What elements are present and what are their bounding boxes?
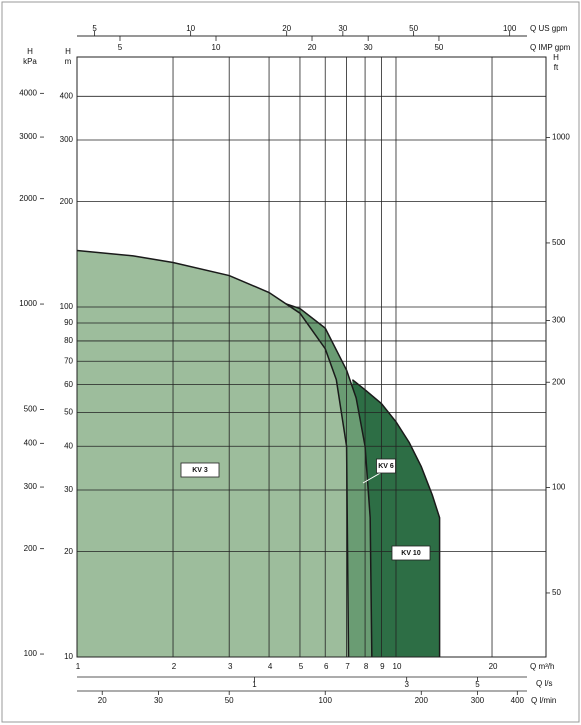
y-tick-label: 200	[60, 197, 74, 206]
tick-label: 50	[409, 24, 418, 33]
series-label: KV 3	[192, 467, 208, 474]
y-tick-label: 70	[64, 356, 73, 365]
tick-label: 500	[24, 405, 38, 414]
tick-label: 300	[471, 696, 485, 705]
tick-label: 100	[319, 696, 333, 705]
curve	[76, 249, 350, 658]
y-axis-title: H	[65, 47, 71, 56]
y-tick-label: 400	[60, 91, 74, 100]
y-tick-label: 50	[64, 407, 73, 416]
axis-title: Q IMP gpm	[530, 43, 571, 52]
tick-label: 100	[503, 24, 517, 33]
tick-label: 300	[24, 482, 38, 491]
tick-label: 200	[24, 544, 38, 553]
label-box	[391, 545, 431, 561]
series-label: KV 6	[378, 463, 394, 470]
axis-title: H	[27, 47, 33, 56]
tick-label: 200	[552, 377, 566, 386]
tick-label: 30	[364, 43, 373, 52]
x-tick-label: 6	[324, 662, 329, 671]
x-tick-label: 4	[268, 662, 273, 671]
tick-label: 100	[24, 649, 38, 658]
label-box	[376, 458, 396, 474]
tick-label: 5	[118, 43, 123, 52]
tick-label: 20	[308, 43, 317, 52]
x-tick-label: 1	[76, 662, 81, 671]
axis-title: kPa	[23, 57, 37, 66]
y-tick-label: 300	[60, 135, 74, 144]
tick-label: 100	[552, 483, 566, 492]
label-box	[180, 462, 220, 478]
y-tick-label: 80	[64, 336, 73, 345]
x-axis-title: Q m³/h	[530, 662, 554, 671]
axis-title: Q l/s	[536, 679, 552, 688]
tick-label: 20	[282, 24, 291, 33]
x-tick-label: 7	[345, 662, 350, 671]
tick-label: 500	[552, 238, 566, 247]
y-tick-label: 40	[64, 441, 73, 450]
curve	[351, 379, 441, 657]
leader	[362, 471, 383, 484]
tick-label: 30	[338, 24, 347, 33]
tick-label: 5	[475, 680, 480, 689]
axis-title: H	[553, 53, 559, 62]
x-tick-label: 10	[393, 662, 402, 671]
x-tick-label: 2	[172, 662, 177, 671]
x-tick-label: 20	[489, 662, 498, 671]
tick-label: 50	[225, 696, 234, 705]
tick-label: 1000	[552, 133, 570, 142]
tick-label: 2000	[19, 194, 37, 203]
tick-label: 4000	[19, 88, 37, 97]
y-tick-label: 100	[60, 302, 74, 311]
x-tick-label: 9	[380, 662, 385, 671]
y-tick-label: 90	[64, 318, 73, 327]
tick-label: 200	[415, 696, 429, 705]
tick-label: 3000	[19, 132, 37, 141]
plot-border	[76, 56, 547, 658]
x-tick-label: 5	[299, 662, 304, 671]
tick-label: 400	[24, 438, 38, 447]
x-tick-label: 8	[364, 662, 369, 671]
tick-label: 20	[98, 696, 107, 705]
y-tick-label: 20	[64, 547, 73, 556]
tick-label: 1000	[19, 299, 37, 308]
tick-label: 400	[511, 696, 525, 705]
y-tick-label: 10	[64, 652, 73, 661]
y-tick-label: 30	[64, 485, 73, 494]
axis-title: Q l/min	[531, 696, 556, 705]
tick-label: 50	[434, 43, 443, 52]
curve	[268, 297, 373, 658]
tick-label: 10	[186, 24, 195, 33]
tick-label: 50	[552, 588, 561, 597]
y-axis-title: m	[65, 57, 72, 66]
tick-label: 10	[212, 43, 221, 52]
axis-title: Q US gpm	[530, 24, 568, 33]
y-tick-label: 60	[64, 380, 73, 389]
tick-label: 1	[252, 680, 257, 689]
tick-label: 30	[154, 696, 163, 705]
tick-label: 3	[404, 680, 409, 689]
area-fill	[77, 250, 349, 657]
tick-label: 300	[552, 316, 566, 325]
axis-title: ft	[554, 63, 559, 72]
series-label: KV 10	[401, 550, 421, 557]
x-tick-label: 3	[228, 662, 233, 671]
tick-label: 5	[92, 24, 97, 33]
